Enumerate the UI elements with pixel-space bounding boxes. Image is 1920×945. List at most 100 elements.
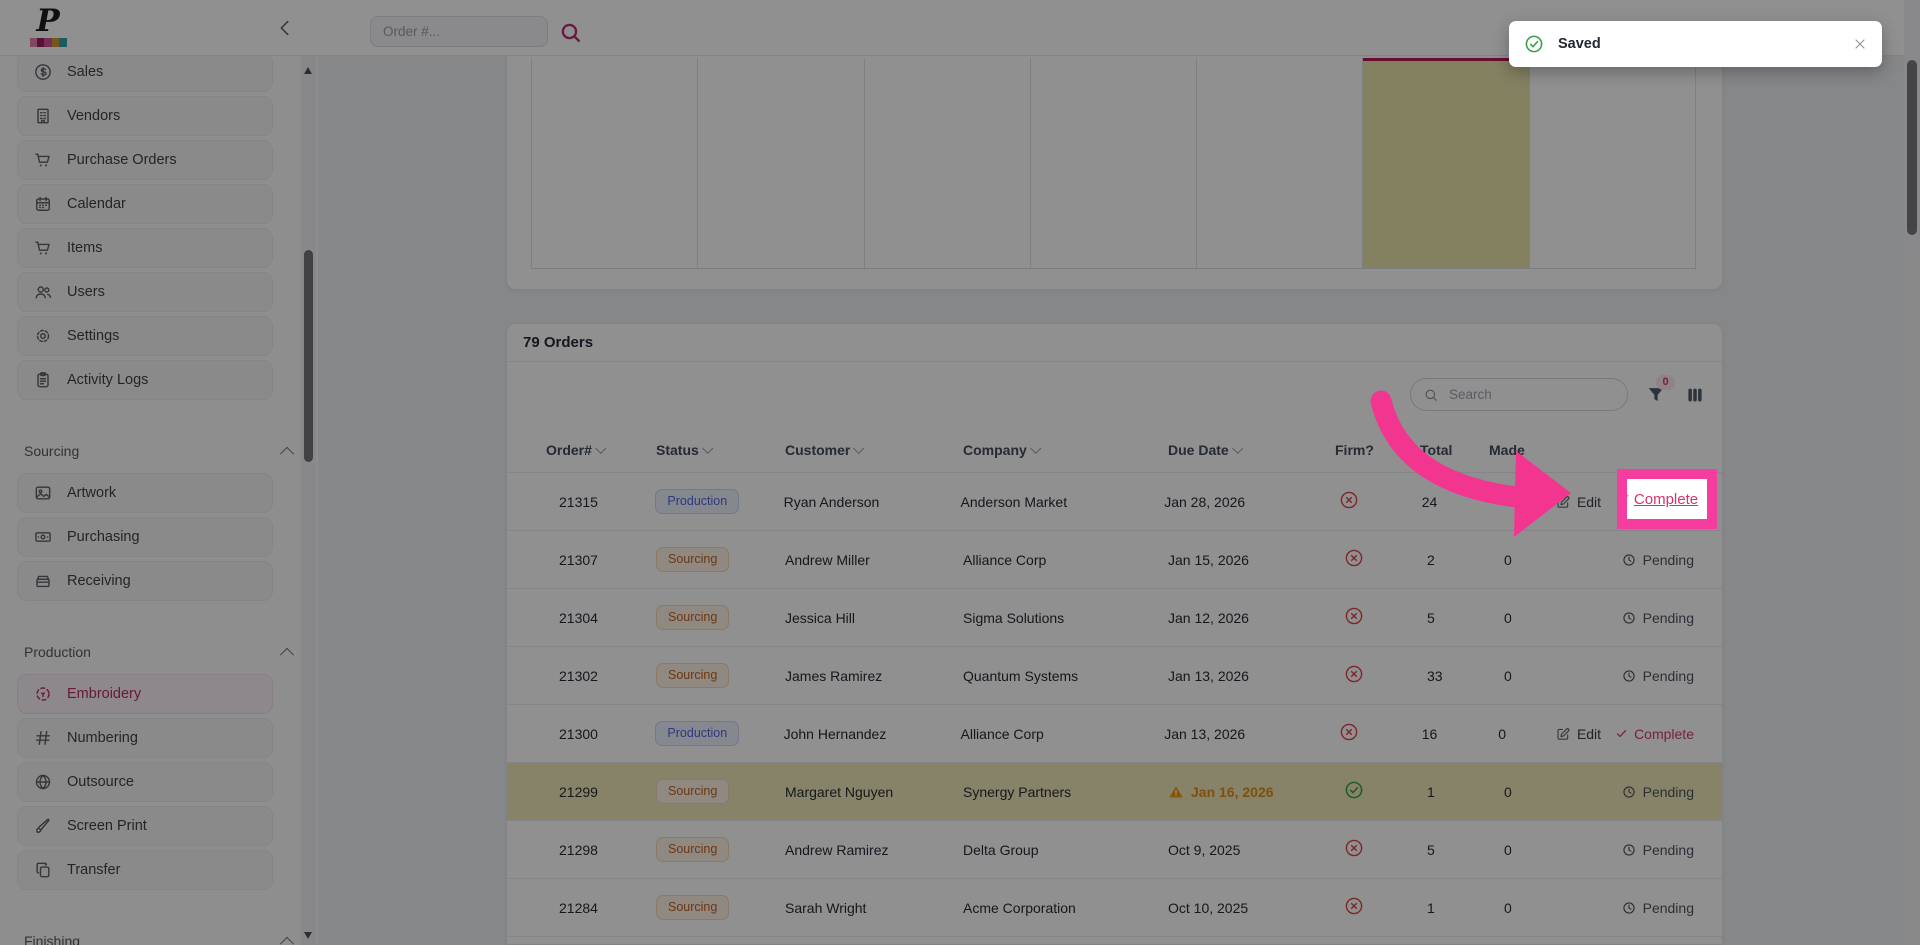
total-count: 1 xyxy=(1427,783,1435,800)
order-row[interactable]: Sourcing xyxy=(507,936,1722,944)
window-scrollbar-thumb[interactable] xyxy=(1907,60,1917,235)
sidebar-item-purchasing[interactable]: Purchasing xyxy=(17,517,273,557)
sidebar-item-users[interactable]: Users xyxy=(17,272,273,312)
sidebar-item-artwork[interactable]: Artwork xyxy=(17,473,273,513)
order-row-highlighted[interactable]: 21299 Sourcing Margaret Nguyen Synergy P… xyxy=(507,762,1722,820)
saved-toast: Saved xyxy=(1509,21,1882,67)
calendar-day-column[interactable] xyxy=(1197,58,1364,268)
total-count: 2 xyxy=(1427,551,1435,568)
logo-color-strip xyxy=(29,38,67,47)
calendar-day-column[interactable] xyxy=(865,58,1031,268)
column-header-customer[interactable]: Customer xyxy=(785,442,963,458)
order-number: 21315 xyxy=(559,493,598,510)
calendar-day-column[interactable] xyxy=(1031,58,1198,268)
sidebar-section-finishing[interactable]: Finishing xyxy=(24,933,295,945)
column-header-due-date[interactable]: Due Date xyxy=(1168,442,1335,458)
sidebar-item-sales[interactable]: Sales xyxy=(17,55,273,92)
customer-name: Margaret Nguyen xyxy=(785,783,894,800)
edit-button[interactable]: Edit xyxy=(1555,494,1601,510)
sidebar-item-label: Items xyxy=(67,240,103,256)
order-number-search xyxy=(370,16,548,47)
toast-close-button[interactable] xyxy=(1852,36,1868,52)
order-number: 21298 xyxy=(559,841,598,858)
status-badge: Sourcing xyxy=(656,778,730,805)
sidebar-item-numbering[interactable]: Numbering xyxy=(17,718,273,758)
sidebar-section-production[interactable]: Production xyxy=(24,644,295,662)
pending-status: Pending xyxy=(1621,610,1694,626)
sidebar-item-embroidery[interactable]: Embroidery xyxy=(17,674,273,714)
pending-status: Pending xyxy=(1621,784,1694,800)
order-row[interactable]: 21304 Sourcing Jessica Hill Sigma Soluti… xyxy=(507,588,1722,646)
status-badge: Sourcing xyxy=(656,894,730,921)
sidebar-item-transfer[interactable]: Transfer xyxy=(17,850,273,890)
total-count: 1 xyxy=(1427,899,1435,916)
sidebar-scrollbar[interactable] xyxy=(301,55,316,945)
highlighted-complete-button[interactable]: ✓ Complete xyxy=(1617,469,1717,529)
scroll-up-arrow[interactable] xyxy=(304,67,312,74)
sidebar-item-label: Calendar xyxy=(67,196,126,212)
app-logo[interactable]: P xyxy=(26,2,70,47)
order-row[interactable]: 21298 Sourcing Andrew Ramirez Delta Grou… xyxy=(507,820,1722,878)
complete-button-label: Complete xyxy=(1633,490,1699,508)
order-number: 21300 xyxy=(559,725,598,742)
made-count: 0 xyxy=(1504,899,1512,916)
sidebar-item-label: Receiving xyxy=(67,573,131,589)
column-header-order[interactable]: Order# xyxy=(546,442,651,458)
company-name: Synergy Partners xyxy=(963,783,1072,800)
customer-name: James Ramirez xyxy=(785,667,883,684)
company-name: Alliance Corp xyxy=(960,725,1044,742)
due-date: Oct 9, 2025 xyxy=(1168,841,1241,858)
sidebar-item-settings[interactable]: Settings xyxy=(17,316,273,356)
window-scrollbar[interactable] xyxy=(1904,0,1920,945)
order-row[interactable]: 21302 Sourcing James Ramirez Quantum Sys… xyxy=(507,646,1722,704)
scroll-down-arrow[interactable] xyxy=(304,932,312,939)
sidebar-item-purchase-orders[interactable]: Purchase Orders xyxy=(17,140,273,180)
order-row[interactable]: 21284 Sourcing Sarah Wright Acme Corpora… xyxy=(507,878,1722,936)
calendar-day-column[interactable] xyxy=(698,58,865,268)
order-row[interactable]: 21300 Production John Hernandez Alliance… xyxy=(507,704,1722,762)
toast-message: Saved xyxy=(1558,36,1601,52)
sidebar-item-label: Numbering xyxy=(67,730,138,746)
order-number: 21302 xyxy=(559,667,598,684)
column-header-company[interactable]: Company xyxy=(963,442,1168,458)
due-date: Jan 13, 2026 xyxy=(1168,667,1249,684)
order-row[interactable]: 21307 Sourcing Andrew Miller Alliance Co… xyxy=(507,530,1722,588)
sidebar-item-calendar[interactable]: Calendar xyxy=(17,184,273,224)
calendar-week-grid xyxy=(531,58,1696,269)
customer-name: Ryan Anderson xyxy=(783,493,880,510)
close-icon xyxy=(1852,36,1868,52)
filter-button[interactable]: 0 xyxy=(1645,374,1675,406)
sidebar-item-screen-print[interactable]: Screen Print xyxy=(17,806,273,846)
sidebar-item-vendors[interactable]: Vendors xyxy=(17,96,273,136)
calendar-day-column-highlighted[interactable] xyxy=(1363,58,1530,268)
sidebar-item-items[interactable]: Items xyxy=(17,228,273,268)
status-badge: Sourcing xyxy=(656,662,730,689)
customer-name: John Hernandez xyxy=(783,725,887,742)
made-count: 0 xyxy=(1504,667,1512,684)
order-number: 21304 xyxy=(559,609,598,626)
order-number-search-input[interactable] xyxy=(371,24,547,39)
pending-status: Pending xyxy=(1621,842,1694,858)
sidebar-item-activity-logs[interactable]: Activity Logs xyxy=(17,360,273,400)
sidebar-section-sourcing[interactable]: Sourcing xyxy=(24,443,295,461)
sidebar-item-receiving[interactable]: Receiving xyxy=(17,561,273,601)
due-date: Jan 28, 2026 xyxy=(1164,493,1246,510)
sidebar-item-label: Settings xyxy=(67,328,120,344)
orders-count-title: 79 Orders xyxy=(507,324,1722,362)
company-name: Quantum Systems xyxy=(963,667,1079,684)
pending-status: Pending xyxy=(1621,552,1694,568)
section-title: Production xyxy=(24,644,91,660)
sidebar-scrollbar-thumb[interactable] xyxy=(304,250,313,462)
filter-count-badge: 0 xyxy=(1656,374,1675,390)
check-icon: ✓ xyxy=(1620,491,1631,506)
edit-button[interactable]: Edit xyxy=(1555,726,1601,742)
total-count: 5 xyxy=(1427,609,1435,626)
total-count: 33 xyxy=(1427,667,1443,684)
column-header-status[interactable]: Status xyxy=(656,442,785,458)
sidebar-item-label: Users xyxy=(67,284,105,300)
customer-name: Andrew Miller xyxy=(785,551,870,568)
due-date: Oct 10, 2025 xyxy=(1168,899,1249,916)
sidebar-item-outsource[interactable]: Outsource xyxy=(17,762,273,802)
calendar-day-column[interactable] xyxy=(532,58,699,268)
complete-button[interactable]: Complete xyxy=(1615,726,1694,742)
